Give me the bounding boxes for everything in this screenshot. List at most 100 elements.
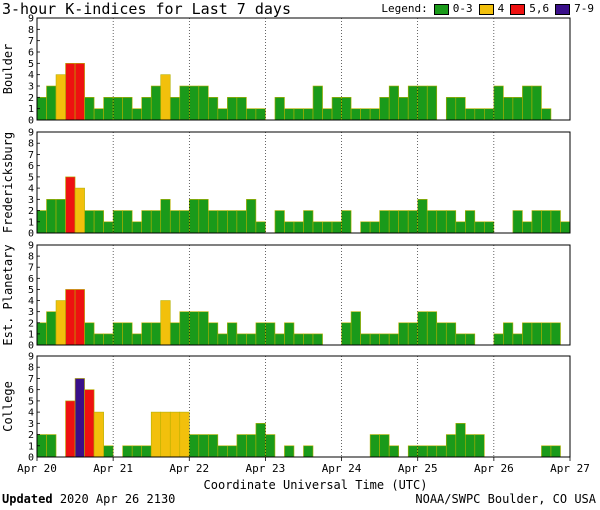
k-index-bar	[274, 333, 285, 346]
k-index-bar	[65, 289, 76, 346]
k-index-bar	[388, 210, 399, 234]
k-index-bar	[464, 333, 476, 346]
panel-label: Boulder	[1, 44, 15, 95]
k-index-bar	[217, 210, 228, 234]
k-index-bar	[112, 97, 123, 121]
k-index-bar	[455, 97, 466, 121]
x-tick-label: Apr 20	[17, 462, 57, 475]
k-index-bar	[141, 445, 152, 458]
x-tick-label: Apr 22	[169, 462, 209, 475]
y-tick-label: 5	[28, 285, 34, 296]
k-index-bar	[188, 85, 200, 121]
k-index-bar	[74, 187, 85, 234]
y-tick-label: 9	[28, 241, 34, 252]
k-index-bar	[169, 411, 181, 458]
footer-updated: Updated 2020 Apr 26 2130	[2, 492, 175, 506]
k-index-bar	[293, 108, 304, 121]
k-index-bar	[131, 445, 142, 458]
legend-swatch-4	[478, 3, 494, 15]
k-index-bar	[112, 210, 123, 234]
y-tick-label: 0	[28, 341, 34, 352]
k-index-bar	[474, 108, 485, 121]
k-index-bar	[65, 176, 76, 234]
k-index-bar	[322, 108, 333, 121]
k-index-bar	[331, 221, 342, 234]
x-axis-title: Coordinate Universal Time (UTC)	[204, 478, 428, 492]
legend-text-0-3: 0-3	[452, 2, 473, 15]
y-tick-label: 7	[28, 263, 34, 274]
k-index-bar	[160, 74, 171, 121]
y-tick-label: 7	[28, 36, 34, 47]
y-tick-label: 2	[28, 93, 34, 104]
k-index-bar	[236, 97, 247, 121]
k-index-bar	[160, 199, 171, 234]
y-tick-label: 4	[28, 296, 34, 307]
updated-label: Updated	[2, 492, 53, 506]
k-index-bar	[284, 322, 295, 346]
k-index-bar	[131, 221, 142, 234]
k-index-bar	[512, 333, 523, 346]
k-index-bar	[407, 210, 419, 234]
k-index-bar	[255, 221, 266, 234]
k-index-bar	[255, 423, 266, 458]
k-index-bar	[369, 108, 380, 121]
y-tick-label: 9	[28, 128, 34, 139]
x-tick-label: Apr 26	[474, 462, 514, 475]
k-index-bar	[74, 289, 85, 346]
k-index-bar	[141, 97, 152, 121]
k-index-bar	[84, 389, 95, 458]
y-tick-label: 3	[28, 195, 34, 206]
x-tick-label: Apr 21	[93, 462, 133, 475]
k-index-bar	[246, 199, 257, 234]
k-index-bar	[341, 322, 352, 346]
k-index-bar	[246, 333, 257, 346]
y-tick-label: 6	[28, 274, 34, 285]
k-index-bar	[455, 423, 466, 458]
k-index-bar	[208, 210, 219, 234]
k-index-bar	[274, 97, 285, 121]
k-index-bar	[531, 85, 542, 121]
k-index-bar	[350, 311, 361, 346]
legend-text-7-9: 7-9	[574, 2, 594, 15]
k-index-bar	[84, 210, 95, 234]
k-index-bar	[179, 411, 190, 458]
legend-item-5-6: 5,6	[510, 2, 549, 16]
k-index-bar	[188, 434, 200, 458]
k-index-bar	[274, 210, 285, 234]
k-index-bar	[179, 210, 190, 234]
k-index-bar	[445, 97, 457, 121]
k-index-bar	[208, 322, 219, 346]
k-index-bar	[293, 221, 304, 234]
k-index-bar	[150, 322, 162, 346]
k-index-bar	[312, 333, 323, 346]
k-index-bar	[503, 97, 514, 121]
k-index-bar	[512, 97, 523, 121]
k-index-bar	[398, 322, 409, 346]
k-index-bar	[293, 333, 304, 346]
k-index-bar	[198, 85, 209, 121]
k-index-bar	[550, 445, 561, 458]
k-index-bar	[360, 333, 371, 346]
k-index-bar	[417, 199, 428, 234]
k-index-bar	[46, 85, 57, 121]
k-index-bar	[217, 445, 228, 458]
k-index-bar	[84, 322, 95, 346]
k-index-bar	[360, 108, 371, 121]
k-index-bar	[236, 434, 247, 458]
k-index-bar	[46, 434, 57, 458]
k-index-bar	[160, 411, 171, 458]
k-index-bar	[312, 85, 323, 121]
k-index-bar	[103, 445, 114, 458]
y-tick-label: 6	[28, 48, 34, 59]
k-index-bar	[455, 221, 466, 234]
x-tick-label: Apr 24	[322, 462, 362, 475]
k-index-bar	[407, 322, 419, 346]
k-index-bar	[236, 333, 247, 346]
y-tick-label: 2	[28, 318, 34, 329]
y-tick-label: 7	[28, 374, 34, 385]
legend-swatch-0-3	[433, 3, 449, 15]
k-index-bar	[208, 97, 219, 121]
legend-label: Legend:	[381, 2, 428, 15]
k-index-bar	[198, 311, 209, 346]
y-tick-label: 4	[28, 408, 34, 419]
